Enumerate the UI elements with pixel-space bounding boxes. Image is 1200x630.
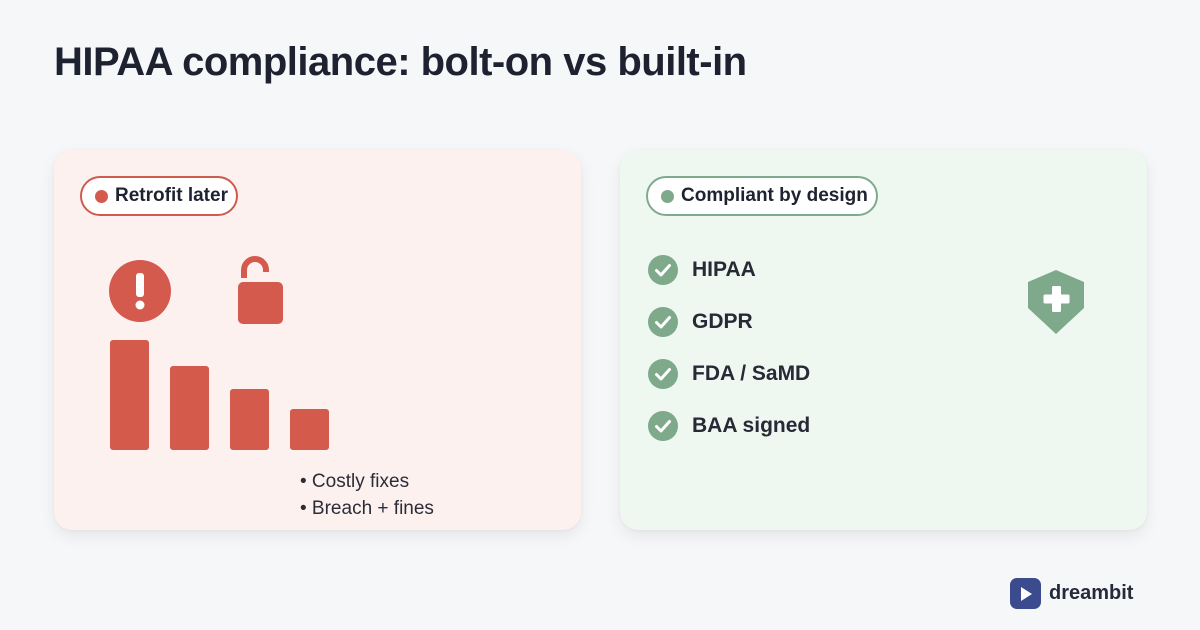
- risk-item: • Costly fixes: [300, 471, 410, 492]
- check-circle-icon: [648, 411, 678, 441]
- alert-icon: [109, 260, 171, 322]
- check-circle-icon: [648, 307, 678, 337]
- by-design-tag: Compliant by design: [646, 176, 878, 216]
- check-circle-icon: [648, 255, 678, 285]
- decline-bar: [290, 409, 329, 450]
- brand: dreambit: [1010, 578, 1133, 609]
- checklist-label: BAA signed: [692, 414, 811, 437]
- by-design-card: Compliant by design HIPAA GDPR FDA / SaM…: [620, 150, 1147, 530]
- retrofit-card: Retrofit later • Costly fixes • Breach +…: [54, 150, 581, 530]
- compliance-checklist: HIPAA GDPR FDA / SaMD BAA signed: [648, 244, 810, 452]
- red-dot-icon: [95, 189, 108, 203]
- green-dot-icon: [661, 189, 674, 203]
- retrofit-tag: Retrofit later: [80, 176, 238, 216]
- risk-list: • Costly fixes • Breach + fines: [300, 468, 434, 522]
- checklist-item: HIPAA: [648, 244, 810, 296]
- decline-bar: [110, 340, 149, 450]
- checklist-label: HIPAA: [692, 258, 756, 281]
- by-design-tag-label: Compliant by design: [681, 185, 868, 206]
- play-icon: [1010, 578, 1041, 609]
- decline-bar: [170, 366, 209, 450]
- checklist-item: FDA / SaMD: [648, 348, 810, 400]
- checklist-item: GDPR: [648, 296, 810, 348]
- risk-item: • Breach + fines: [300, 498, 434, 519]
- checklist-label: FDA / SaMD: [692, 362, 811, 385]
- decline-bar: [230, 389, 269, 450]
- unlocked-padlock-icon: [238, 256, 283, 324]
- brand-name: dreambit: [1049, 582, 1134, 604]
- medical-shield-icon: [1028, 270, 1084, 334]
- check-circle-icon: [648, 359, 678, 389]
- checklist-label: GDPR: [692, 310, 753, 333]
- page-title: HIPAA compliance: bolt-on vs built-in: [54, 40, 747, 84]
- retrofit-tag-label: Retrofit later: [115, 185, 228, 206]
- checklist-item: BAA signed: [648, 400, 810, 452]
